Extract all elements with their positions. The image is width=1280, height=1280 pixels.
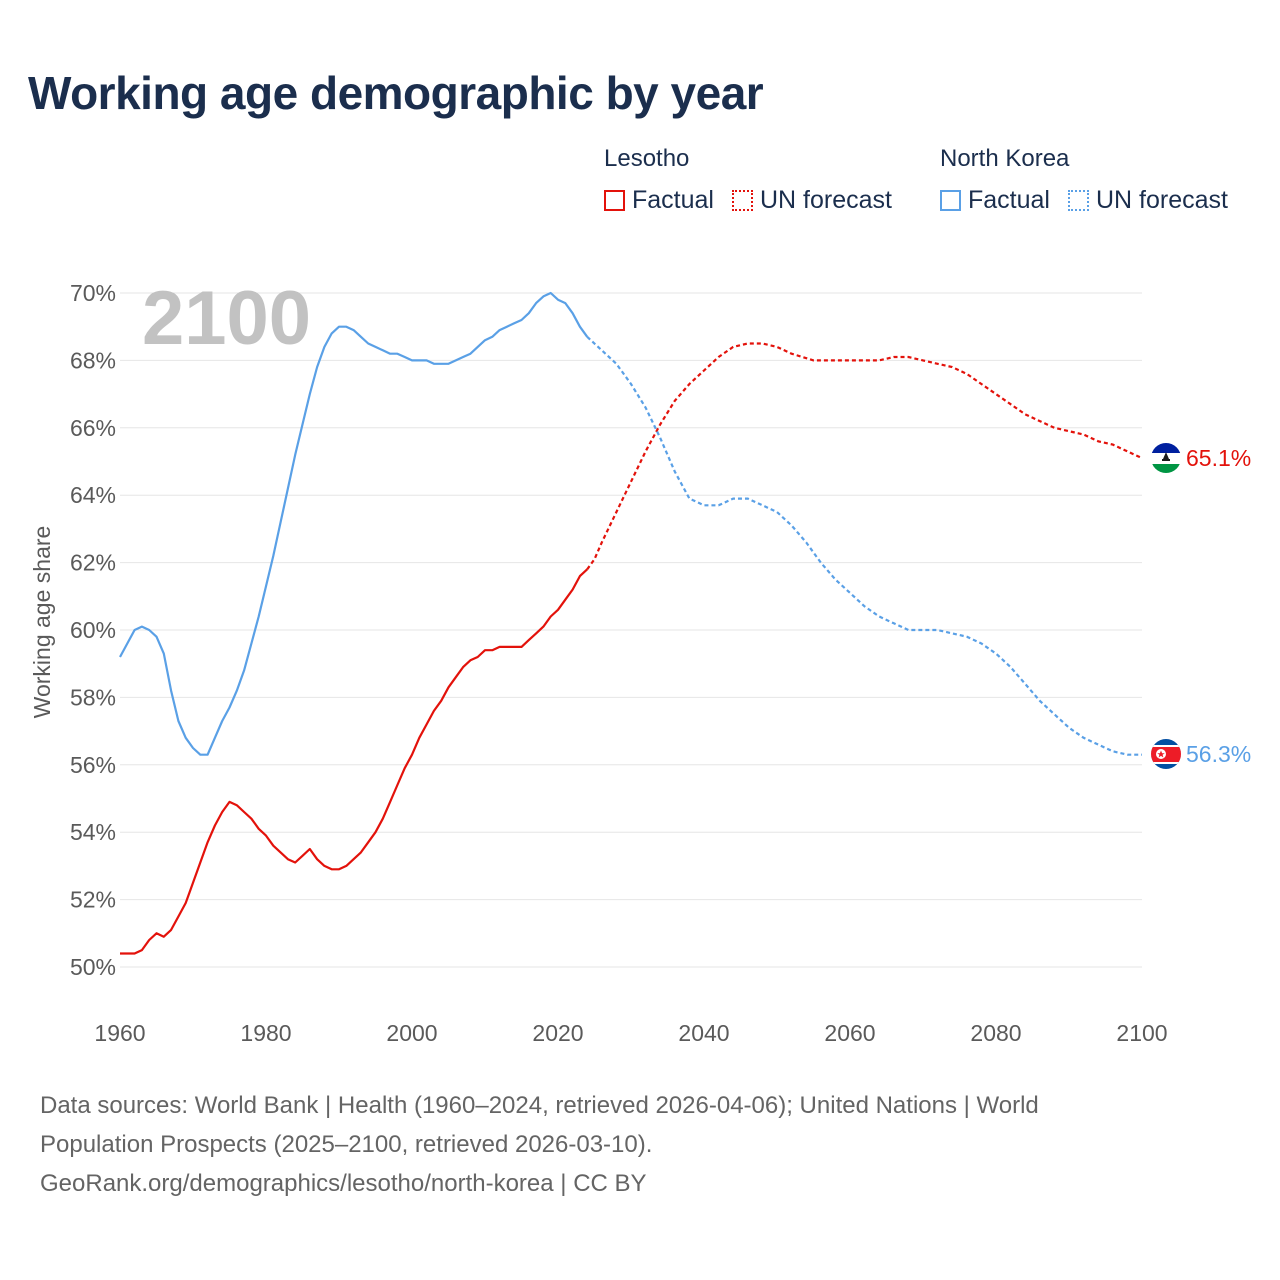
legend-label-north-korea-forecast: UN forecast <box>1095 186 1228 214</box>
y-tick-label: 64% <box>70 482 116 508</box>
source-line-1: Data sources: World Bank | Health (1960–… <box>40 1092 1039 1119</box>
y-tick-label: 70% <box>70 280 116 306</box>
line-north-korea-forecast <box>586 335 1142 756</box>
legend-swatch-lesotho-forecast <box>731 190 753 211</box>
y-tick-label: 60% <box>70 617 116 643</box>
y-tick-label: 52% <box>70 887 116 913</box>
lesotho-flag-icon <box>1151 443 1181 473</box>
y-tick-label: 56% <box>70 752 116 778</box>
year-watermark: 2100 <box>142 276 311 361</box>
legend-item-north-korea-forecast[interactable]: UN forecast <box>1067 186 1228 215</box>
gridlines <box>120 292 1142 968</box>
line-lesotho-factual <box>120 568 588 955</box>
legend-swatch-north-korea-factual <box>940 190 961 211</box>
legend-label-lesotho-factual: Factual <box>632 186 714 214</box>
x-tick-label: 2060 <box>824 1020 875 1046</box>
chart-title: Working age demographic by year <box>28 67 764 119</box>
source-line-3[interactable]: GeoRank.org/demographics/lesotho/north-k… <box>40 1170 647 1197</box>
legend-swatch-north-korea-forecast <box>1067 190 1089 211</box>
line-north-korea-factual <box>119 291 589 756</box>
end-label-north-korea: 56.3% <box>1186 741 1251 767</box>
legend-label-lesotho-forecast: UN forecast <box>759 186 892 214</box>
x-tick-label: 2080 <box>970 1020 1021 1046</box>
x-tick-label: 2000 <box>386 1020 437 1046</box>
x-tick-label: 2040 <box>678 1020 729 1046</box>
y-tick-label: 50% <box>70 954 116 980</box>
legend-group-north-korea: North Korea Factual UN forecast <box>940 144 1246 215</box>
legend-item-lesotho-factual[interactable]: Factual <box>604 186 714 215</box>
legend-group-lesotho: Lesotho Factual UN forecast <box>604 144 910 215</box>
x-tick-label: 1980 <box>240 1020 291 1046</box>
y-tick-label: 58% <box>70 684 116 710</box>
line-chart: 50%52%54%56%58%60%62%64%66%68%70% 1960 19… <box>29 276 1251 1046</box>
legend-item-north-korea-factual[interactable]: Factual <box>940 186 1050 215</box>
y-tick-label: 54% <box>70 819 116 845</box>
y-tick-label: 68% <box>70 347 116 373</box>
legend-swatch-lesotho-factual <box>604 190 625 211</box>
source-line-2: Population Prospects (2025–2100, retriev… <box>40 1131 653 1158</box>
legend-label-north-korea-factual: Factual <box>968 186 1050 214</box>
x-axis-ticks: 1960 1980 2000 2020 2040 2060 2080 2100 <box>94 1020 1167 1046</box>
legend-country-north-korea: North Korea <box>940 145 1070 172</box>
line-lesotho-forecast <box>586 342 1143 570</box>
y-tick-label: 66% <box>70 415 116 441</box>
series-lines <box>119 291 1143 955</box>
source-note: Data sources: World Bank | Health (1960–… <box>40 1086 1220 1203</box>
x-tick-label: 1960 <box>94 1020 145 1046</box>
legend-country-lesotho: Lesotho <box>604 145 690 172</box>
legend-item-lesotho-forecast[interactable]: UN forecast <box>731 186 892 215</box>
end-label-lesotho: 65.1% <box>1186 445 1251 471</box>
y-axis-ticks: 50% 52% 54% 56% 58% 60% 62% 64% 66% 68% 70% <box>70 280 116 980</box>
x-tick-label: 2100 <box>1116 1020 1167 1046</box>
x-tick-label: 2020 <box>532 1020 583 1046</box>
north-korea-flag-icon <box>1151 739 1181 769</box>
y-axis-label: Working age share <box>29 526 55 719</box>
y-tick-label: 62% <box>70 550 116 576</box>
